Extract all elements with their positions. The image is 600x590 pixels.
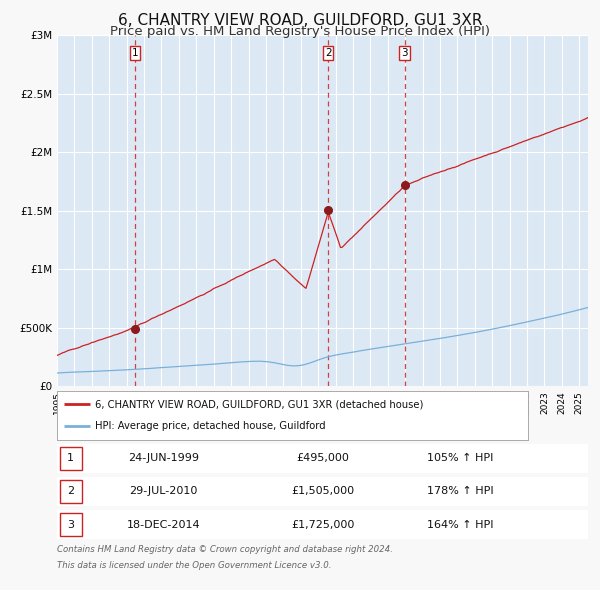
Text: 1: 1 (67, 454, 74, 463)
Text: 3: 3 (67, 520, 74, 529)
Text: HPI: Average price, detached house, Guildford: HPI: Average price, detached house, Guil… (95, 421, 325, 431)
Text: This data is licensed under the Open Government Licence v3.0.: This data is licensed under the Open Gov… (57, 561, 331, 570)
Text: 6, CHANTRY VIEW ROAD, GUILDFORD, GU1 3XR: 6, CHANTRY VIEW ROAD, GUILDFORD, GU1 3XR (118, 13, 482, 28)
Text: 2: 2 (67, 487, 74, 496)
Text: 3: 3 (401, 48, 408, 58)
Text: 178% ↑ HPI: 178% ↑ HPI (427, 487, 494, 496)
FancyBboxPatch shape (59, 513, 82, 536)
Text: £1,505,000: £1,505,000 (291, 487, 354, 496)
Text: 24-JUN-1999: 24-JUN-1999 (128, 454, 199, 463)
Text: £1,725,000: £1,725,000 (291, 520, 354, 529)
Text: £495,000: £495,000 (296, 454, 349, 463)
FancyBboxPatch shape (59, 447, 82, 470)
Text: Price paid vs. HM Land Registry's House Price Index (HPI): Price paid vs. HM Land Registry's House … (110, 25, 490, 38)
Text: 18-DEC-2014: 18-DEC-2014 (127, 520, 200, 529)
Text: 105% ↑ HPI: 105% ↑ HPI (427, 454, 494, 463)
FancyBboxPatch shape (59, 480, 82, 503)
Text: 2: 2 (325, 48, 332, 58)
Text: 164% ↑ HPI: 164% ↑ HPI (427, 520, 494, 529)
Text: 6, CHANTRY VIEW ROAD, GUILDFORD, GU1 3XR (detached house): 6, CHANTRY VIEW ROAD, GUILDFORD, GU1 3XR… (95, 399, 423, 409)
Text: 1: 1 (131, 48, 139, 58)
Text: Contains HM Land Registry data © Crown copyright and database right 2024.: Contains HM Land Registry data © Crown c… (57, 545, 393, 553)
Text: 29-JUL-2010: 29-JUL-2010 (129, 487, 197, 496)
